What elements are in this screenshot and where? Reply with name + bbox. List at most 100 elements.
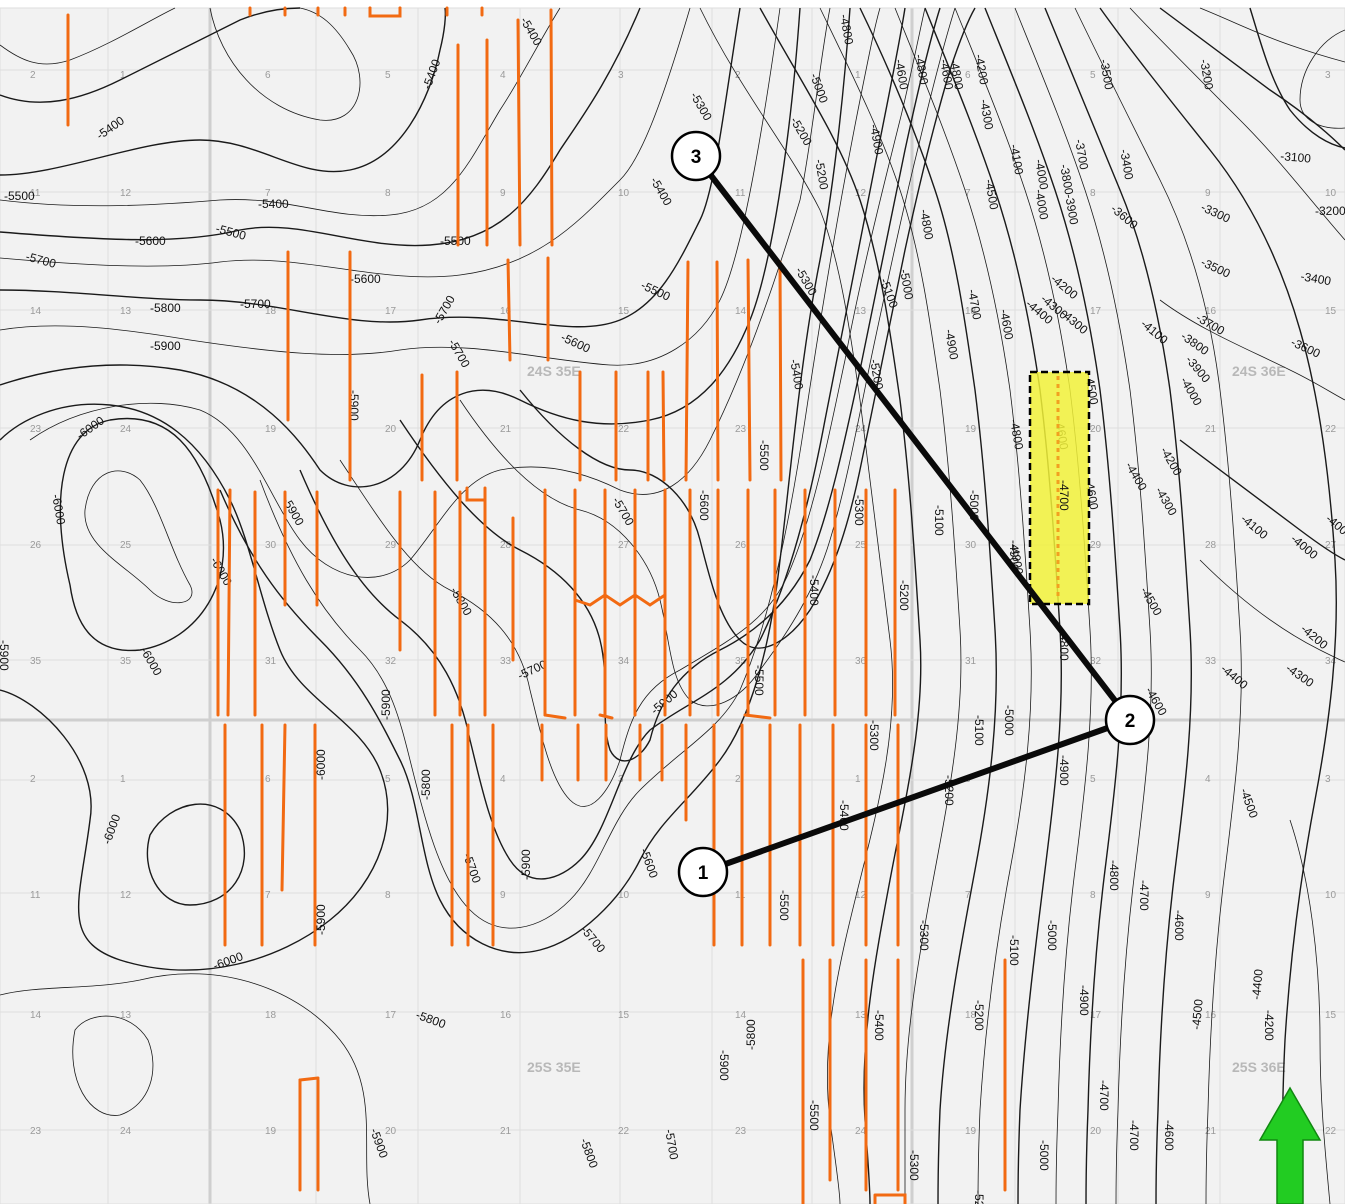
contour-label: -5900 xyxy=(150,339,181,353)
section-number: 19 xyxy=(265,424,277,435)
section-number: 24 xyxy=(120,1126,132,1137)
section-number: 29 xyxy=(1090,540,1102,551)
section-number: 2 xyxy=(735,774,741,785)
section-number: 28 xyxy=(1205,540,1217,551)
section-number: 9 xyxy=(1205,890,1211,901)
section-number: 10 xyxy=(1325,890,1337,901)
township-label: 24S 35E xyxy=(527,363,581,379)
section-number: 23 xyxy=(735,1126,747,1137)
section-number: 4 xyxy=(500,70,506,81)
section-number: 23 xyxy=(30,1126,42,1137)
section-number: 13 xyxy=(855,306,867,317)
highlight-area[interactable]: -4700 xyxy=(1030,372,1089,604)
contour-label: -5300 xyxy=(867,720,881,751)
section-number: 10 xyxy=(1325,188,1337,199)
section-number: 15 xyxy=(618,306,630,317)
section-number: 33 xyxy=(500,656,512,667)
contour-label: -3200 xyxy=(1315,204,1345,218)
section-number: 21 xyxy=(1205,424,1217,435)
section-number: 24 xyxy=(120,424,132,435)
contour-label: -5500 xyxy=(757,440,771,471)
well-path xyxy=(717,262,718,480)
section-number: 20 xyxy=(1090,1126,1102,1137)
well-path xyxy=(780,262,781,480)
section-number: 8 xyxy=(385,188,391,199)
section-number: 22 xyxy=(1325,1126,1337,1137)
section-number: 8 xyxy=(1090,188,1096,199)
section-number: 19 xyxy=(265,1126,277,1137)
node-label: 3 xyxy=(691,147,702,168)
contour-label: -5000 xyxy=(1002,705,1016,736)
contour-label: -4200 xyxy=(1262,1010,1276,1041)
section-number: 9 xyxy=(1205,188,1211,199)
contour-label: -5100 xyxy=(932,505,946,536)
contour-label: -5900 xyxy=(379,689,393,720)
section-number: 2 xyxy=(30,70,36,81)
cross-section-node-2[interactable]: 2 xyxy=(1106,696,1154,744)
contour-label: -4600 xyxy=(1162,1120,1176,1151)
contour-label: -5200 xyxy=(972,1190,986,1204)
contour-label: -5200 xyxy=(972,1000,986,1031)
section-number: 15 xyxy=(1325,1010,1337,1021)
contour-label: -5800 xyxy=(744,1019,758,1050)
section-number: 1 xyxy=(855,70,861,81)
section-number: 30 xyxy=(965,540,977,551)
section-number: 14 xyxy=(30,1010,42,1021)
section-number: 8 xyxy=(385,890,391,901)
section-number: 13 xyxy=(120,1010,132,1021)
section-number: 7 xyxy=(265,890,271,901)
contour-label: -5400 xyxy=(807,575,821,606)
section-number: 17 xyxy=(1090,306,1102,317)
contour-label: -5500 xyxy=(777,890,791,921)
well-path xyxy=(300,1078,318,1080)
contour-label: -5900 xyxy=(519,849,533,880)
section-number: 20 xyxy=(385,424,397,435)
contour-label: -4700 xyxy=(1137,880,1151,911)
well-path xyxy=(686,262,688,480)
contour-label: -3100 xyxy=(1280,149,1312,166)
section-number: 9 xyxy=(500,188,506,199)
contour-label: -5600 xyxy=(697,490,711,521)
section-number: 32 xyxy=(385,656,397,667)
section-number: 27 xyxy=(618,540,630,551)
section-number: 3 xyxy=(1325,70,1331,81)
section-number: 11 xyxy=(30,890,41,901)
section-number: 20 xyxy=(385,1126,397,1137)
section-number: 34 xyxy=(618,656,630,667)
section-number: 11 xyxy=(735,890,746,901)
section-number: 19 xyxy=(965,1126,977,1137)
section-number: 23 xyxy=(735,424,747,435)
section-number: 5 xyxy=(385,774,391,785)
section-number: 5 xyxy=(1090,774,1096,785)
contour-label: -4500 xyxy=(1189,998,1206,1030)
contour-label: -5700 xyxy=(240,297,271,311)
contour-label: -4700 xyxy=(1097,1080,1111,1111)
section-number: 6 xyxy=(965,70,971,81)
contour-label: -4800 xyxy=(1107,860,1121,891)
contour-label: -5500 xyxy=(807,1100,821,1131)
cross-section-node-3[interactable]: 3 xyxy=(672,132,720,180)
section-number: 14 xyxy=(735,306,747,317)
map-frame-top xyxy=(0,0,1345,8)
section-number: 2 xyxy=(30,774,36,785)
contour-label: -5000 xyxy=(1037,1140,1051,1171)
contour-label: -5400 xyxy=(872,1010,886,1041)
contour-label: -5600 xyxy=(135,234,166,248)
cross-section-node-1[interactable]: 1 xyxy=(679,848,727,896)
township-label: 25S 36E xyxy=(1232,1059,1286,1075)
section-number: 4 xyxy=(500,774,506,785)
highlight-label: -4700 xyxy=(1057,480,1071,511)
section-number: 8 xyxy=(1090,890,1096,901)
section-number: 31 xyxy=(965,656,977,667)
section-number: 33 xyxy=(1205,656,1217,667)
section-number: 26 xyxy=(735,540,747,551)
contour-label: -4600 xyxy=(1172,910,1186,941)
section-number: 29 xyxy=(385,540,397,551)
contour-label: -5500 xyxy=(752,665,766,696)
section-number: 12 xyxy=(120,188,132,199)
section-number: 35 xyxy=(120,656,132,667)
section-number: 15 xyxy=(1325,306,1337,317)
well-path xyxy=(508,260,510,360)
